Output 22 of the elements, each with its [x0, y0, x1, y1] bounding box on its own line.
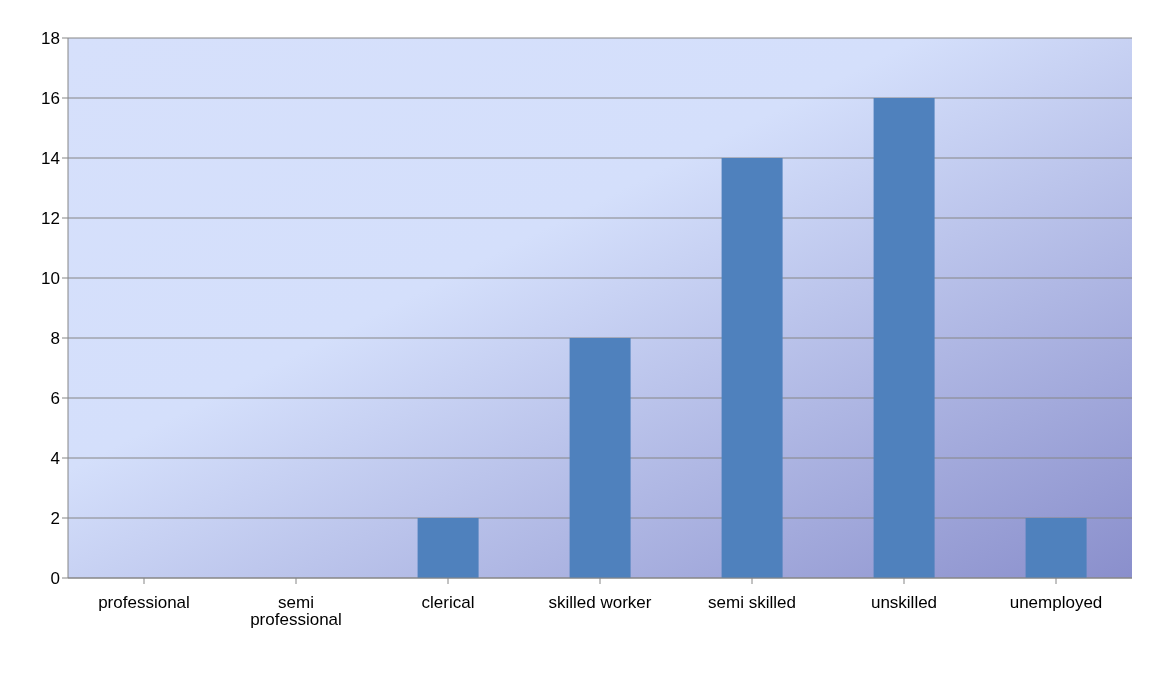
y-tick-label: 12 [41, 209, 60, 229]
x-tick-label: unskilled [870, 593, 938, 613]
x-tick-label: skilled worker [548, 593, 652, 613]
x-tick-label: unemployed [1009, 593, 1103, 613]
bar [721, 158, 783, 578]
y-tick-label: 14 [41, 149, 60, 169]
y-tick-label: 8 [50, 329, 60, 349]
y-tick-label: 6 [50, 389, 60, 409]
bar [569, 338, 631, 578]
y-tick-label: 2 [50, 509, 60, 529]
y-tick-label: 16 [41, 89, 60, 109]
bar [1025, 518, 1087, 578]
bar [873, 98, 935, 578]
y-tick-label: 0 [50, 569, 60, 589]
x-tick-label: semi skilled [708, 593, 796, 613]
y-tick-label: 18 [41, 29, 60, 49]
x-tick-label: clerical [421, 593, 475, 613]
y-tick-label: 4 [50, 449, 60, 469]
bar [417, 518, 479, 578]
y-tick-label: 10 [41, 269, 60, 289]
x-tick-label: professional [98, 593, 190, 613]
x-tick-label: semi professional [250, 593, 342, 630]
